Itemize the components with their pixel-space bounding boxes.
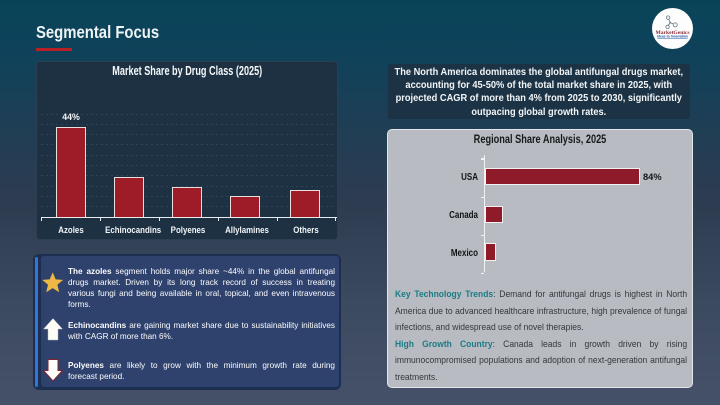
svg-text:Ideas to Innovation: Ideas to Innovation — [657, 34, 688, 38]
svg-text:MarketGenics: MarketGenics — [656, 29, 690, 35]
